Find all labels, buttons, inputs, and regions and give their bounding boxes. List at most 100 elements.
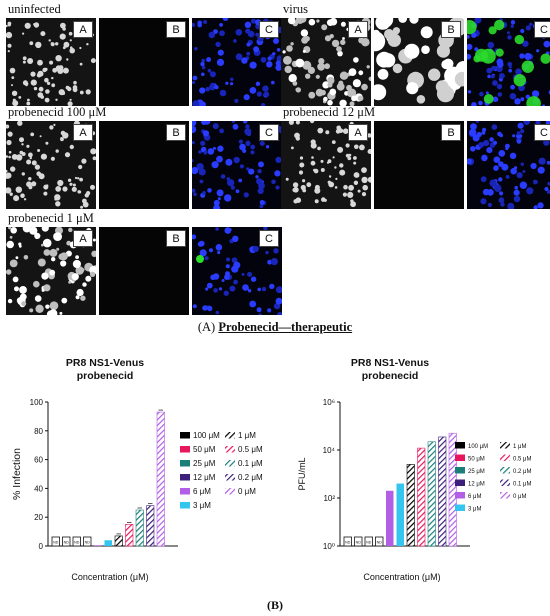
cell-dot [376, 51, 392, 68]
legend-swatch [225, 446, 235, 453]
cell-dot [274, 170, 281, 177]
cell-dot [74, 176, 78, 180]
cell-dot [342, 37, 345, 40]
cell-dot [43, 184, 49, 190]
legend-swatch [225, 460, 235, 467]
tile-letter: B [441, 21, 461, 38]
cell-dot [231, 257, 238, 263]
cell-dot [21, 143, 24, 146]
cell-dot [233, 39, 237, 43]
bar [396, 483, 404, 546]
group-label: probenecid 100 μM [8, 105, 107, 119]
cell-dot [317, 147, 320, 150]
legend-label: 1 μM [238, 431, 256, 440]
tile-c: C [192, 18, 282, 106]
cell-dot [215, 227, 219, 231]
tile-letter: B [441, 124, 461, 141]
cell-dot [300, 29, 309, 37]
tile-c: C [467, 18, 550, 106]
cell-dot [298, 170, 304, 175]
cell-dot [192, 304, 197, 309]
cell-dot [283, 55, 292, 65]
y-tick-label: 100 [30, 398, 44, 407]
cell-dot [26, 159, 32, 165]
cell-dot [498, 150, 506, 157]
cell-dot [212, 123, 219, 130]
cell-dot [35, 41, 42, 49]
tile-row: A B C [6, 121, 285, 209]
cell-dot [314, 187, 321, 194]
cell-dot [347, 156, 352, 161]
cell-dot [398, 18, 408, 23]
tile-letter: C [534, 124, 550, 141]
cell-dot [275, 156, 282, 163]
cell-dot [16, 154, 23, 161]
cell-dot [36, 171, 41, 176]
tile-letter: C [259, 230, 279, 247]
group-label: probenecid 12 μM [283, 105, 376, 119]
cell-dot [7, 131, 13, 137]
legend-swatch [455, 467, 465, 474]
cell-dot [192, 75, 198, 81]
cell-dot [474, 18, 482, 24]
nd-box [72, 536, 81, 547]
cell-dot [265, 250, 269, 255]
cell-dot [232, 235, 239, 242]
cell-dot [357, 175, 360, 178]
cell-dot [500, 202, 505, 207]
cell-dot [327, 159, 332, 164]
cell-dot [374, 84, 387, 101]
cell-dot [520, 97, 525, 102]
cell-dot [42, 67, 47, 73]
cell-dot [71, 186, 77, 192]
legend-label: 0.2 μM [238, 473, 263, 482]
cell-dot [489, 137, 494, 142]
cell-dot [71, 273, 79, 281]
cell-dot [202, 130, 210, 137]
cell-dot [513, 195, 521, 203]
cell-dot [497, 131, 502, 137]
cell-dot [321, 197, 326, 202]
cell-dot [199, 101, 206, 106]
cell-dot [201, 72, 205, 77]
cell-dot [200, 140, 206, 146]
cell-dot [259, 141, 265, 146]
legend-label: 0 μM [238, 487, 256, 496]
cell-dot [51, 83, 56, 88]
cell-dot [13, 196, 16, 199]
cell-dot [334, 186, 338, 189]
cell-dot [352, 79, 361, 88]
cell-dot [256, 307, 262, 313]
cell-dot [366, 65, 370, 69]
cell-dot [497, 92, 503, 97]
cell-dot [219, 30, 225, 37]
cell-dot [493, 156, 501, 163]
cell-dot [231, 121, 235, 123]
cell-dot [353, 156, 357, 160]
cell-dot [78, 164, 83, 170]
legend-label: 0 μM [513, 494, 526, 500]
cell-dot [203, 150, 208, 155]
cell-dot [306, 182, 312, 188]
cell-dot [60, 22, 66, 29]
cell-dot [85, 89, 91, 95]
cell-dot [487, 41, 495, 49]
cell-dot [514, 166, 518, 170]
cell-dot [49, 125, 54, 130]
cell-dot [467, 158, 472, 165]
cell-dot [482, 188, 490, 196]
cell-dot [324, 63, 330, 70]
cell-dot [225, 264, 230, 269]
cell-dot [361, 167, 367, 173]
panel-b-caption: (B) [267, 598, 283, 612]
cell-dot [14, 286, 19, 292]
cell-dot [320, 159, 324, 163]
tile-c: C [467, 121, 550, 209]
cell-dot [416, 95, 426, 104]
cell-dot [50, 42, 54, 45]
cell-dot [42, 238, 52, 248]
cell-dot [479, 91, 484, 97]
cell-dot [546, 160, 550, 165]
cell-dot [271, 80, 275, 85]
cell-dot [215, 310, 220, 315]
